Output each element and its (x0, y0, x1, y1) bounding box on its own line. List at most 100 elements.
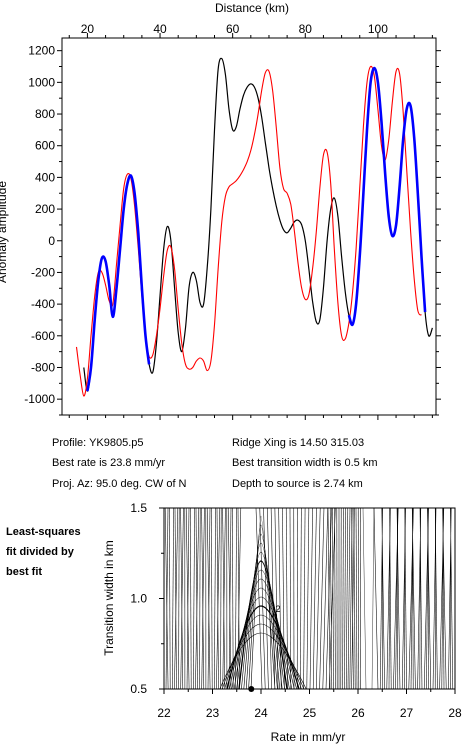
contour-line (396, 508, 401, 689)
contour-line (434, 508, 438, 689)
contour-line (278, 508, 282, 689)
top-y-tick-label: 800 (35, 107, 55, 121)
contour-line (169, 508, 171, 689)
bottom-y-tick-label: 1.0 (130, 592, 147, 606)
least-squares-label: Least-squares fit divided by best fit (6, 522, 81, 582)
contour-line (190, 508, 192, 689)
contour-line (454, 676, 455, 689)
fitted-segment-line (347, 66, 427, 327)
fitted-segment-line (86, 174, 151, 392)
top-y-axis-title: Anomaly amplitude (0, 181, 9, 283)
contour-line (351, 508, 354, 689)
source-depth-text: Depth to source is 2.74 km (232, 478, 363, 490)
top-y-tick-label: -1000 (24, 392, 55, 406)
bottom-x-tick-label: 27 (400, 706, 414, 720)
contour-line (344, 508, 346, 689)
ridge-crossing-text: Ridge Xing is 14.50 315.03 (232, 437, 365, 449)
bottom-x-tick-label: 28 (448, 706, 462, 720)
contour-arch (245, 533, 281, 689)
contour-line (237, 508, 242, 689)
contour-line (255, 508, 263, 689)
bottom-x-tick-label: 25 (303, 706, 317, 720)
anomaly-chart: Distance (km) 20 40 60 80 100 -1000-800-600-… (0, 1, 441, 420)
contour-line (193, 508, 195, 689)
top-x-axis-title: Distance (km) (215, 1, 289, 15)
bottom-x-axis-title: Rate in mm/yr (271, 730, 346, 744)
contour-line (180, 508, 184, 689)
contour-line (312, 508, 317, 689)
contour-line (322, 508, 329, 689)
contour-line (381, 508, 385, 689)
contour-line (300, 508, 302, 689)
top-x-ticks: 20 40 60 80 100 (68, 22, 433, 420)
contour-line (274, 508, 279, 689)
contour-line (327, 508, 331, 689)
contour-line (419, 508, 423, 689)
contour-line (201, 508, 205, 689)
contour-line (270, 508, 276, 689)
top-y-tick-label: 1200 (28, 44, 55, 58)
least-squares-label-line: best fit (6, 566, 43, 578)
projection-azimuth-text: Proj. Az: 95.0 deg. CW of N (52, 478, 187, 490)
contour-line (165, 508, 169, 689)
bottom-x-ticks: 22 23 24 25 26 27 28 (157, 689, 462, 720)
bottom-x-tick-label: 26 (351, 706, 365, 720)
contour-line (186, 508, 190, 689)
contour-line (263, 508, 269, 689)
top-y-tick-label: -600 (31, 329, 55, 343)
bottom-y-axis-title: Transition width in km (102, 540, 116, 656)
top-y-tick-label: 1000 (28, 75, 55, 89)
contour-line (220, 508, 222, 689)
anomaly-lines (75, 57, 433, 397)
contour-line (389, 508, 392, 689)
contour-line (282, 508, 285, 689)
contour-line (172, 508, 174, 689)
contour-line (329, 508, 333, 689)
contour-line (316, 508, 321, 689)
contour-line (427, 508, 432, 689)
best-width-text: Best transition width is 0.5 km (232, 457, 378, 469)
contour-line (216, 508, 221, 689)
misfit-contours (164, 508, 455, 689)
best-rate-text: Best rate is 23.8 mm/yr (52, 457, 166, 469)
contour-line (362, 508, 367, 689)
contour-line (373, 508, 379, 689)
bottom-y-tick-label: 0.5 (130, 682, 147, 696)
bottom-y-ticks: 0.5 1.0 1.5 (130, 501, 164, 696)
contour-arch (250, 515, 276, 689)
contour-line (195, 508, 198, 689)
bottom-x-tick-label: 22 (157, 706, 171, 720)
bottom-x-tick-label: 24 (254, 706, 268, 720)
profile-text: Profile: YK9805.p5 (52, 437, 144, 449)
contour-line (371, 508, 375, 689)
contour-line (185, 508, 190, 689)
contour-line (345, 508, 349, 689)
contour-line (222, 508, 226, 689)
least-squares-label-line: fit divided by (6, 546, 74, 558)
contour-line (355, 508, 358, 689)
top-y-tick-label: 400 (35, 170, 55, 184)
contour-line (285, 508, 288, 689)
contour-line (178, 508, 180, 689)
contour-line (334, 508, 336, 689)
top-x-tick-label: 20 (81, 22, 95, 36)
contour-line (235, 508, 237, 689)
top-plot-frame (61, 37, 437, 416)
top-x-tick-label: 80 (299, 22, 313, 36)
contour-arch (221, 623, 305, 689)
top-y-tick-label: -400 (31, 297, 55, 311)
least-squares-label-line: Least-squares (6, 526, 81, 538)
contour-line (180, 508, 184, 689)
top-y-tick-label: 200 (35, 202, 55, 216)
contour-line (332, 508, 334, 689)
contour-line (232, 508, 234, 689)
contour-line (404, 508, 407, 689)
contour-line (227, 508, 232, 689)
contour-line (174, 508, 177, 689)
contour-line (216, 508, 219, 689)
contour-line (289, 508, 292, 689)
contour-line (259, 508, 266, 689)
contour-line (309, 508, 313, 689)
top-y-tick-label: -200 (31, 265, 55, 279)
